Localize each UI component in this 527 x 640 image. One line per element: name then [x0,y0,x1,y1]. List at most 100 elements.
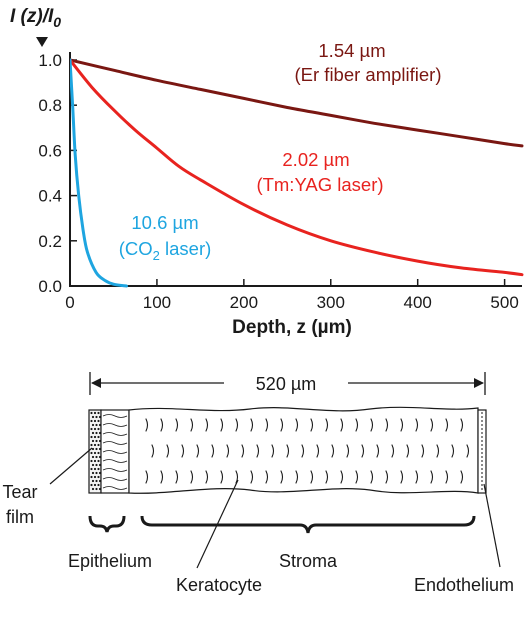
keratocyte-mark [301,444,305,458]
co2-series-source: (CO2 laser) [119,238,212,263]
tear-dot [93,451,97,455]
tear-dot [93,483,97,487]
series-line-1 [70,58,524,277]
tear-dot [91,431,95,435]
tear-dot [95,463,98,467]
epithelium-cell-row [102,441,128,445]
keratocyte-mark [325,418,329,432]
y-tick-label: 0.0 [38,277,62,296]
tear-dot [91,479,95,483]
keratocyte-mark [250,418,254,432]
keratocyte-mark [445,418,449,432]
epithelium-cell-row [102,414,128,418]
keratocyte-mark [406,444,410,458]
keratocyte-mark [211,444,215,458]
tear-dot [93,459,97,463]
keratocyte-mark [196,444,200,458]
tear-dot [97,443,100,447]
keratocyte-mark [256,444,260,458]
keratocyte-mark [166,444,170,458]
keratocyte-mark [151,444,155,458]
tear-dot [97,451,100,455]
keratocyte-mark [331,444,335,458]
x-tick-label: 200 [230,293,258,312]
endothelium-layer [477,409,487,494]
keratocyte-mark [355,470,359,484]
tear-dot [95,447,98,451]
keratocyte-mark [145,470,149,484]
keratocyte-mark [286,444,290,458]
tear-dot [90,483,93,487]
tear-dot [97,467,100,471]
keratocyte-mark [190,470,194,484]
epithelium-cell-row [102,450,128,454]
line-chart: I (z)/I0 0.0 0.2 0.4 0.6 0.8 1.0 0 100 200 300 40… [10,6,524,338]
keratocyte-mark [376,444,380,458]
er-series-source: (Er fiber amplifier) [295,64,442,85]
tear-dot [95,415,98,419]
keratocyte-mark [430,418,434,432]
keratocyte-mark [205,470,209,484]
tear-dot [91,455,95,459]
keratocyte-mark [436,444,440,458]
x-tick-label: 400 [404,293,432,312]
keratocyte-mark [220,418,224,432]
tear-dot [90,411,93,415]
tear-dot [91,423,95,427]
keratocyte-mark [295,470,299,484]
tear-dot [97,427,100,431]
keratocyte-mark [160,470,164,484]
tear-dot [95,431,98,435]
keratocyte-mark [400,418,404,432]
keratocyte-mark [235,418,239,432]
keratocyte-mark [271,444,275,458]
tear-dot [93,467,97,471]
series-line-2 [70,58,128,288]
keratocyte-mark [265,470,269,484]
tear-dot [95,439,98,443]
tear-dot [90,451,93,455]
tear-film-leader [49,447,93,485]
endothelium-label: Endothelium [414,575,514,595]
keratocyte-mark [355,418,359,432]
keratocyte-mark [175,418,179,432]
tear-dot [97,483,100,487]
tear-dot [97,419,100,423]
epithelium-cell-row [102,486,128,490]
keratocyte-mark [241,444,245,458]
tear-dot [95,423,98,427]
epithelium-cell-row [102,459,128,463]
tear-dot [95,455,98,459]
epithelium-cell-row [102,468,128,472]
x-tick-label: 100 [143,293,171,312]
keratocyte-mark [145,418,149,432]
keratocyte-mark [340,470,344,484]
cornea-diagram: 520 µm Tear film Epithelium Stroma Kerat… [2,372,514,595]
keratocyte-mark [181,444,185,458]
tear-dot [91,471,95,475]
series-line-0 [70,58,524,148]
tear-dot [97,411,100,415]
tear-dot [95,479,98,483]
y-tick-label: 0.6 [38,141,62,160]
y-tick-label: 0.4 [38,187,62,206]
keratocyte-mark [190,418,194,432]
tear-dot [90,419,93,423]
x-ticks: 0 100 200 300 400 500 [65,279,519,312]
keratocyte-mark [391,444,395,458]
keratocyte-mark [415,418,419,432]
tear-dot [90,459,93,463]
endothelium-leader [483,483,501,568]
tear-dot [93,475,97,479]
keratocyte-mark [205,418,209,432]
keratocyte-mark [325,470,329,484]
x-tick-label: 500 [490,293,518,312]
keratocyte-mark [295,418,299,432]
tear-dot [90,427,93,431]
co2-series-label: 10.6 µm [131,212,198,233]
y-tick-label: 1.0 [38,51,62,70]
tear-dot [90,467,93,471]
keratocyte-leader [196,479,239,569]
tear-film-label-line2: film [6,507,34,527]
